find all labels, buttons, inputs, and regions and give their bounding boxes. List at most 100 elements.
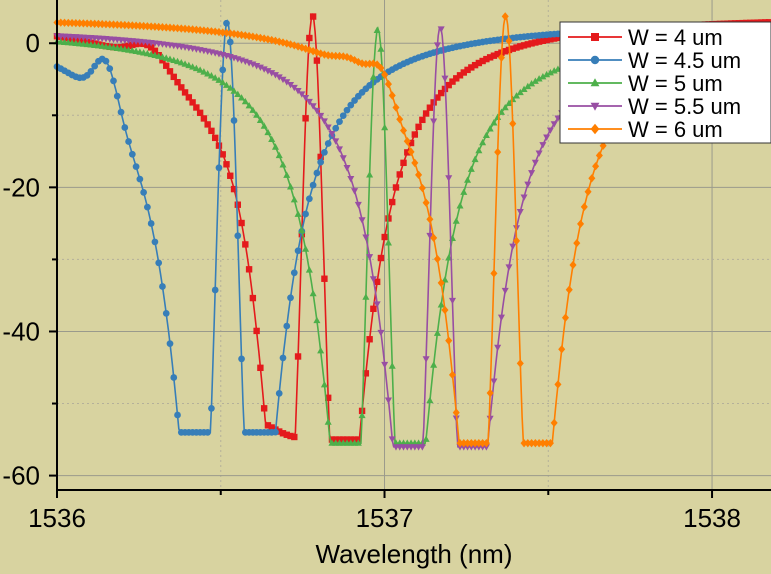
data-point [403,137,411,146]
data-point [324,418,332,425]
data-point [509,119,517,128]
data-point [531,77,539,84]
data-point [520,85,528,93]
y-tick-label: -40 [2,316,40,346]
data-point [207,27,215,36]
data-point [501,287,509,295]
data-point [573,238,581,248]
data-point [528,80,536,87]
data-point [324,140,332,147]
data-point [94,19,102,29]
data-point [181,60,189,67]
data-point [535,75,543,82]
data-point [162,309,170,317]
data-point [482,444,490,451]
data-point [343,165,351,172]
legend-label: W = 5 um [628,71,723,96]
data-point [565,285,573,294]
legend-marker [590,55,600,65]
data-point [109,20,118,29]
data-point [287,81,295,89]
data-point [271,72,279,79]
data-point [125,138,132,145]
data-point [151,238,159,246]
data-point [185,94,193,101]
data-point [226,38,234,46]
data-point [373,26,381,33]
data-point [366,171,374,178]
data-point [155,22,163,32]
data-point [512,92,521,99]
data-point [415,123,422,131]
data-point [422,198,430,207]
data-point [528,439,536,448]
data-point [305,266,313,273]
data-point [249,294,257,302]
data-point [290,195,298,203]
data-point [437,301,445,308]
data-point [174,411,181,419]
data-point [147,220,155,227]
data-point [448,370,457,380]
data-point [595,151,603,160]
data-point [174,57,182,65]
data-point [335,146,344,153]
data-point [298,226,306,234]
data-point [215,76,223,83]
data-point [166,340,174,347]
legend-marker [590,78,600,87]
data-point [260,122,268,129]
data-point [196,109,204,117]
data-point [136,21,144,31]
legend-marker [591,33,599,41]
data-point [437,278,445,288]
data-point [257,364,264,372]
data-point [192,64,200,72]
data-point [215,164,223,172]
data-point [535,439,543,448]
data-point [505,264,513,271]
data-point [223,161,230,168]
data-point [245,101,253,109]
data-point [79,19,87,28]
data-point [486,388,494,398]
data-point [298,91,306,98]
data-point [155,259,163,267]
data-point [369,276,377,283]
data-point [490,269,498,278]
data-point [294,42,302,51]
data-point [415,170,423,180]
data-point [317,346,325,354]
data-point [302,115,309,122]
data-point [422,110,430,117]
data-point [207,72,215,79]
data-point [268,70,276,77]
data-point [166,23,174,32]
data-point [208,127,215,135]
data-point [320,118,328,125]
data-point [490,378,498,385]
data-point [317,158,325,166]
data-point [294,87,302,95]
data-point [219,66,227,74]
data-point [539,439,547,448]
y-tick-label: 0 [26,28,40,58]
data-point [91,19,99,28]
data-point [520,439,528,448]
data-point [332,51,340,61]
data-point [302,210,309,218]
data-point [317,112,325,120]
data-point [460,439,468,448]
data-point [227,172,234,179]
data-point [170,56,178,64]
data-point [283,171,291,178]
legend-label: W = 4.5 um [628,48,741,73]
data-point [87,67,95,75]
data-point [193,104,200,111]
data-point [366,254,374,261]
data-point [211,27,219,36]
data-point [117,20,125,30]
data-point [242,241,249,248]
data-point [253,327,260,335]
data-point [347,175,355,183]
